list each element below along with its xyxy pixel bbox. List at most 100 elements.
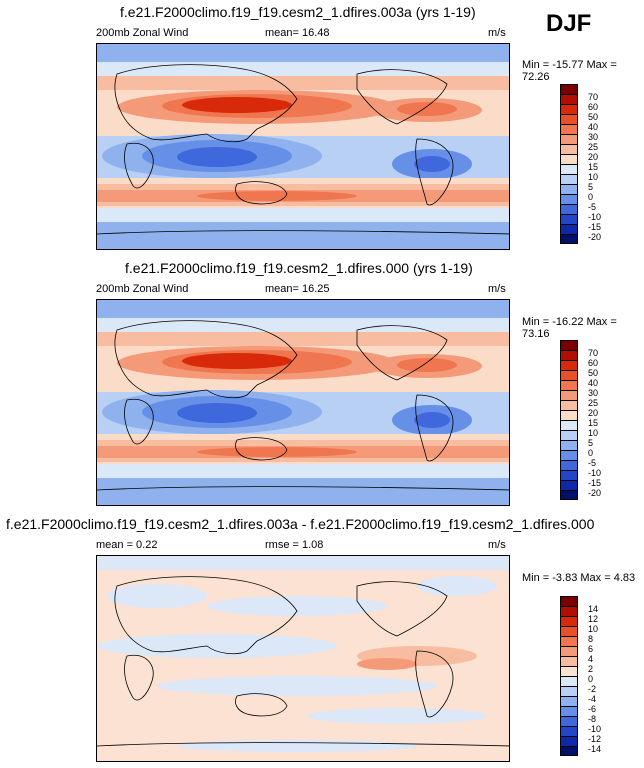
panel3-cbar-label: -4 <box>588 694 597 704</box>
swatch <box>560 390 578 400</box>
panel2-cbar-label: 50 <box>588 368 599 378</box>
panel1-cbar-label: 5 <box>588 182 594 192</box>
swatch <box>560 164 578 174</box>
panel1-mean-label: mean= 16.48 <box>265 27 330 39</box>
panel3-cbar-label: 8 <box>588 634 594 644</box>
swatch <box>560 736 578 746</box>
panel3-cbar-label: 4 <box>588 654 594 664</box>
panel3-map <box>96 555 510 762</box>
swatch <box>560 184 578 194</box>
panel1-cbar-label: 10 <box>588 172 599 182</box>
panel3-mean-label: mean = 0.22 <box>96 539 158 551</box>
swatch <box>560 214 578 224</box>
swatch <box>560 696 578 706</box>
panel3-cbar-label: 12 <box>588 614 599 624</box>
swatch <box>560 746 578 756</box>
swatch <box>560 646 578 656</box>
swatch <box>560 204 578 214</box>
swatch <box>560 460 578 470</box>
swatch <box>560 666 578 676</box>
swatch <box>560 490 578 500</box>
panel3-cbar-label: 14 <box>588 604 599 614</box>
panel2-title: f.e21.F2000climo.f19_f19.cesm2_1.dfires.… <box>125 260 473 276</box>
swatch <box>560 606 578 616</box>
panel3-rmse-label: rmse = 1.08 <box>265 539 324 551</box>
swatch <box>560 350 578 360</box>
swatch <box>560 636 578 646</box>
panel1-title: f.e21.F2000climo.f19_f19.cesm2_1.dfires.… <box>120 4 476 20</box>
swatch <box>560 616 578 626</box>
swatch <box>560 124 578 134</box>
panel2-cbar-label: 15 <box>588 418 599 428</box>
panel1-cbar-label: 15 <box>588 162 599 172</box>
swatch <box>560 134 578 144</box>
swatch <box>560 194 578 204</box>
panel1-cbar-label: -5 <box>588 202 597 212</box>
panel2-cbar-label: 0 <box>588 448 594 458</box>
swatch <box>560 596 578 606</box>
panel3-cbar-label: 2 <box>588 664 594 674</box>
panel2-mean-label: mean= 16.25 <box>265 283 330 295</box>
swatch <box>560 370 578 380</box>
swatch <box>560 480 578 490</box>
swatch <box>560 716 578 726</box>
panel2-cbar-label: -5 <box>588 458 597 468</box>
panel2-cbar-label: 10 <box>588 428 599 438</box>
panel1-minmax: Min = -15.77 Max = 72.26 <box>522 59 617 83</box>
swatch <box>560 676 578 686</box>
panel3-cbar-label: -14 <box>588 744 602 754</box>
panel2-cbar-label: 40 <box>588 378 599 388</box>
panel3-cbar-label: -12 <box>588 734 602 744</box>
swatch <box>560 470 578 480</box>
panel1-map <box>96 43 510 250</box>
swatch <box>560 380 578 390</box>
swatch <box>560 104 578 114</box>
panel1-cbar-label: 0 <box>588 192 594 202</box>
panel2-units: m/s <box>488 283 506 295</box>
panel2-cbar-label: -10 <box>588 468 602 478</box>
swatch <box>560 84 578 94</box>
panel2-map <box>96 299 510 506</box>
swatch <box>560 154 578 164</box>
swatch <box>560 706 578 716</box>
swatch <box>560 400 578 410</box>
panel3-cbar-label: 6 <box>588 644 594 654</box>
panel3-cbar-label: 10 <box>588 624 599 634</box>
swatch <box>560 726 578 736</box>
swatch <box>560 410 578 420</box>
swatch <box>560 686 578 696</box>
panel2-colorbar <box>560 340 578 500</box>
season-label: DJF <box>546 10 592 37</box>
panel1-cbar-label: 20 <box>588 152 599 162</box>
swatch <box>560 360 578 370</box>
panel1-cbar-label: 40 <box>588 122 599 132</box>
panel1-cbar-label: 70 <box>588 92 599 102</box>
panel1-cbar-label: -20 <box>588 232 602 242</box>
swatch <box>560 450 578 460</box>
panel2-cbar-label: 70 <box>588 348 599 358</box>
swatch <box>560 440 578 450</box>
panel2-cbar-label: 5 <box>588 438 594 448</box>
swatch <box>560 340 578 350</box>
panel1-cbar-label: -15 <box>588 222 602 232</box>
panel2-cbar-label: 30 <box>588 388 599 398</box>
panel3-cbar-label: 0 <box>588 674 594 684</box>
swatch <box>560 234 578 244</box>
swatch <box>560 94 578 104</box>
panel2-cbar-label: -20 <box>588 488 602 498</box>
swatch <box>560 174 578 184</box>
panel1-colorbar <box>560 84 578 244</box>
swatch <box>560 114 578 124</box>
panel3-cbar-label: -6 <box>588 704 597 714</box>
panel3-title: f.e21.F2000climo.f19_f19.cesm2_1.dfires.… <box>6 516 595 532</box>
swatch <box>560 144 578 154</box>
panel1-units: m/s <box>488 27 506 39</box>
panel3-cbar-label: -10 <box>588 724 602 734</box>
panel2-cbar-label: 20 <box>588 408 599 418</box>
panel1-variable-label: 200mb Zonal Wind <box>96 27 189 39</box>
panel3-minmax: Min = -3.83 Max = 4.83 <box>522 572 636 584</box>
panel1-cbar-label: 30 <box>588 132 599 142</box>
swatch <box>560 656 578 666</box>
panel3-colorbar <box>560 596 578 756</box>
panel1-cbar-label: -10 <box>588 212 602 222</box>
